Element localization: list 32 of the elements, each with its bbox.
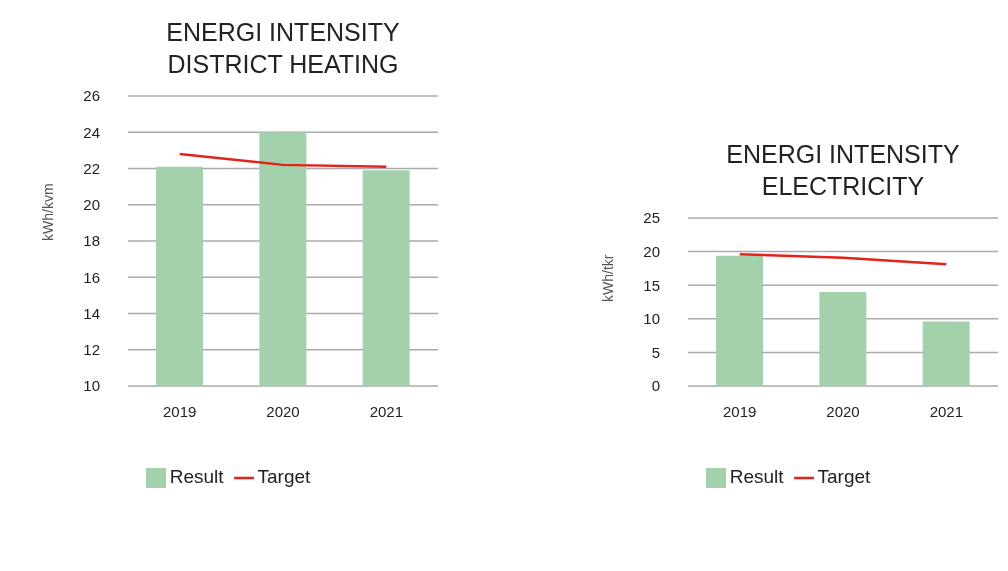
y-tick-label: 26	[83, 87, 100, 105]
y-tick-label: 14	[83, 304, 100, 322]
chart-title: ENERGI INTENSITY ELECTRICITY	[725, 139, 961, 202]
y-tick-label: 15	[643, 276, 660, 294]
x-tick-label: 2019	[722, 402, 757, 420]
x-tick-label: 2019	[162, 402, 197, 420]
y-tick-label: 10	[643, 310, 660, 328]
y-tick-label: 20	[83, 196, 100, 214]
legend-label: Target	[817, 466, 871, 487]
y-tick-label: 20	[643, 242, 660, 260]
y-tick-label: 25	[643, 209, 660, 227]
y-tick-label: 0	[651, 377, 660, 395]
y-tick-label: 24	[83, 123, 100, 141]
bar	[922, 321, 970, 386]
bar	[716, 255, 763, 386]
x-tick-label: 2020	[826, 402, 860, 420]
y-tick-label: 22	[83, 159, 100, 177]
x-tick-label: 2021	[929, 402, 964, 420]
y-tick-label: 10	[83, 377, 100, 395]
y-tick-label: 16	[83, 268, 100, 286]
y-axis-title: kWh/kvm	[39, 183, 56, 241]
y-tick-label: 18	[83, 232, 100, 250]
bar	[819, 291, 867, 386]
x-tick-label: 2021	[369, 402, 404, 420]
y-axis-title: kWh/tkr	[599, 254, 616, 302]
x-tick-label: 2020	[266, 402, 300, 420]
y-tick-label: 5	[651, 343, 660, 361]
legend-label: Result	[169, 466, 224, 487]
chart-title: ENERGI INTENSITY DISTRICT HEATING	[165, 17, 401, 80]
y-tick-label: 12	[83, 341, 100, 359]
legend-label: Target	[257, 466, 311, 487]
legend-label: Result	[729, 466, 784, 487]
